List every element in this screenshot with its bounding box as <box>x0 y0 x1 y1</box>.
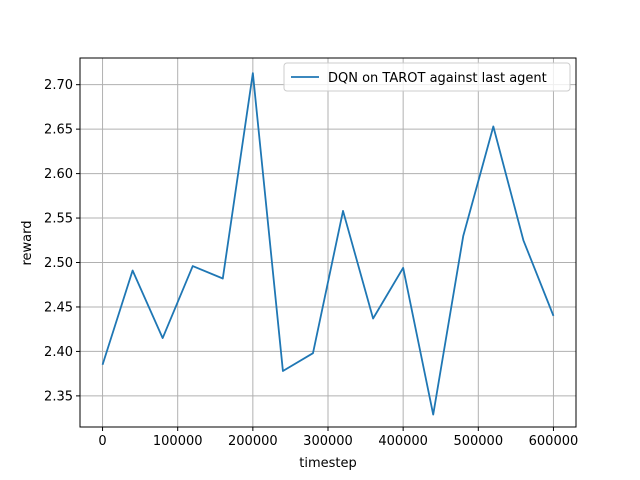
x-tick-label: 100000 <box>153 434 203 449</box>
y-tick-label: 2.35 <box>44 389 73 404</box>
y-tick-label: 2.70 <box>44 78 73 93</box>
x-tick-label: 200000 <box>228 434 278 449</box>
y-tick-label: 2.55 <box>44 212 73 227</box>
x-tick-label: 300000 <box>303 434 353 449</box>
x-tick-label: 600000 <box>529 434 579 449</box>
axis-ticks: 0 100000 200000 300000 400000 500000 600000 2.3… <box>44 78 578 449</box>
y-tick-label: 2.45 <box>44 300 73 315</box>
y-axis-label: reward <box>20 220 35 265</box>
y-tick-label: 2.60 <box>44 167 73 182</box>
legend-box <box>283 62 571 92</box>
y-tick-label: 2.40 <box>44 345 73 360</box>
x-tick-label: 500000 <box>453 434 503 449</box>
series-line <box>101 72 555 416</box>
series-lines <box>101 72 555 416</box>
y-tick-label: 2.50 <box>44 256 73 271</box>
legend-label: DQN on TAROT against last agent <box>328 71 547 86</box>
x-axis-label: timestep <box>299 456 357 471</box>
legend: DQN on TAROT against last agent <box>283 62 571 92</box>
x-tick-label: 400000 <box>378 434 428 449</box>
y-tick-label: 2.65 <box>44 123 73 138</box>
x-tick-label: 0 <box>98 434 106 449</box>
